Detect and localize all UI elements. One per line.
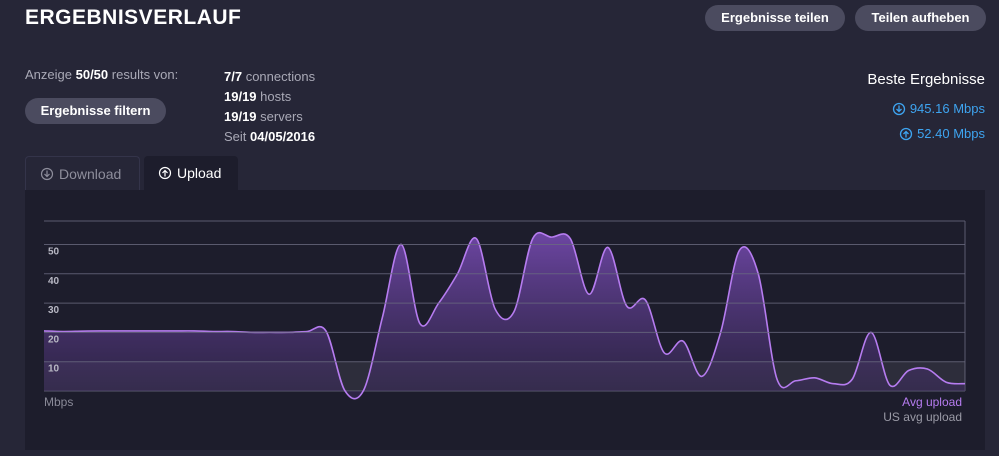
y-tick-label: 40 bbox=[48, 276, 60, 287]
tab-label: Download bbox=[59, 165, 122, 182]
y-axis-label: Mbps bbox=[44, 395, 73, 409]
y-tick-label: 20 bbox=[48, 334, 60, 345]
area-line bbox=[43, 231, 966, 400]
page-title: ERGEBNISVERLAUF bbox=[25, 6, 242, 29]
download-tab[interactable]: Download bbox=[25, 156, 140, 190]
best-title: Beste Ergebnisse bbox=[867, 71, 985, 88]
display-count: Anzeige 50/50 results von: bbox=[25, 67, 178, 82]
stat: Seit 04/05/2016 bbox=[224, 127, 315, 147]
download-value: 945.16 Mbps bbox=[909, 101, 985, 116]
stat: 19/19 hosts bbox=[224, 87, 315, 107]
upload-value: 52.40 Mbps bbox=[917, 126, 985, 141]
filter-button[interactable]: Ergebnisse filtern bbox=[25, 98, 166, 124]
upload-tab[interactable]: Upload bbox=[144, 156, 238, 190]
unshare-button[interactable]: Teilen aufheben bbox=[855, 5, 986, 31]
upload-icon bbox=[899, 127, 913, 140]
y-tick-label: 10 bbox=[48, 364, 60, 375]
stat-value: 19/19 bbox=[224, 109, 257, 124]
tab-icon bbox=[158, 166, 172, 180]
stat-value: 04/05/2016 bbox=[250, 129, 316, 144]
best-download: 945.16 Mbps bbox=[892, 101, 985, 116]
stat-label: hosts bbox=[260, 89, 292, 104]
stats: 7/7 connections 19/19 hosts 19/19 server… bbox=[224, 67, 315, 147]
stat-value: 19/19 bbox=[224, 89, 257, 104]
stat: 19/19 servers bbox=[224, 107, 315, 127]
text: Anzeige bbox=[25, 67, 72, 82]
y-tick-label: 50 bbox=[48, 246, 60, 257]
download-icon bbox=[892, 102, 905, 115]
stat-label: servers bbox=[260, 109, 303, 124]
stat-label: connections bbox=[245, 69, 316, 84]
legend-entry: Avg upload bbox=[902, 395, 962, 409]
tab-icon bbox=[40, 167, 54, 180]
y-tick-label: 30 bbox=[48, 305, 60, 316]
stat-value: 7/7 bbox=[224, 69, 243, 84]
text: results von: bbox=[111, 67, 179, 82]
best-upload: 52.40 Mbps bbox=[899, 126, 985, 141]
legend-entry: US avg upload bbox=[883, 410, 962, 424]
share-button[interactable]: Ergebnisse teilen bbox=[705, 5, 845, 31]
count: 50/50 bbox=[75, 67, 109, 82]
tab-label: Upload bbox=[177, 165, 222, 181]
stat: 7/7 connections bbox=[224, 67, 315, 87]
stat-label: Seit bbox=[224, 129, 247, 144]
